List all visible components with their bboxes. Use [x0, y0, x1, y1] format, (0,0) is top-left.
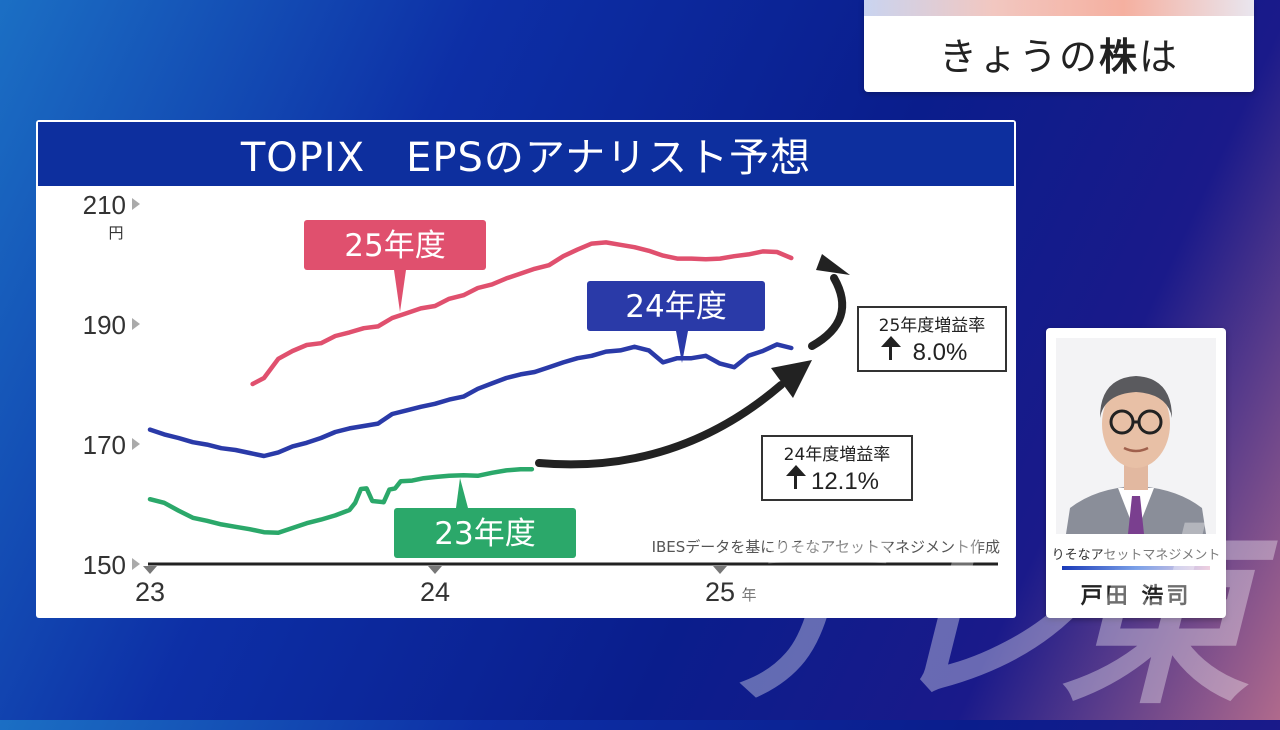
series-label-box: [587, 281, 765, 331]
x-tick-marker: [428, 566, 442, 574]
y-tick-label: 190: [83, 310, 126, 340]
program-title-suffix: は: [1139, 35, 1180, 79]
series-label-pointer: [676, 331, 688, 363]
growth-rate-box: [761, 435, 913, 501]
program-title-prefix: きょうの: [938, 35, 1099, 79]
growth-arrow-24: [535, 381, 785, 469]
chart-title: TOPIX EPSのアナリスト予想: [38, 122, 1014, 186]
series-label-box: [304, 220, 486, 270]
series-label-text: 25年度: [344, 228, 445, 264]
x-tick-label: 24: [420, 577, 450, 607]
program-title-strong: 株: [1098, 35, 1139, 79]
chart-panel: TOPIX EPSのアナリスト予想 210 190 170 150 円 23 24 25 年 25…: [36, 120, 1016, 618]
x-tick-marker: [713, 566, 727, 574]
y-tick-marker: [132, 558, 140, 570]
growth-arrow-25: [808, 274, 847, 350]
y-tick-marker: [132, 318, 140, 330]
x-tick-label: 23: [135, 577, 165, 607]
up-arrow-icon: [786, 465, 806, 489]
source-note: IBESデータを基にりそなアセットマネジメント作成: [652, 538, 1000, 556]
company-color-bar: [1062, 566, 1210, 570]
x-unit-label: 年: [741, 586, 756, 604]
y-unit-label: 円: [108, 224, 123, 242]
commentator-name: 戸田 浩司: [1080, 584, 1192, 609]
eps-line-chart: 210 190 170 150 円 23 24 25 年 25年度 24年度 23年度 25年度増益率 8…: [83, 190, 1007, 607]
y-tick-marker: [132, 438, 140, 450]
program-title: きょうの株は: [864, 26, 1254, 81]
up-arrow-icon: [881, 336, 901, 360]
y-tick-label: 170: [83, 430, 126, 460]
growth-rate-label: 25年度増益率: [879, 316, 986, 336]
person-portrait-icon: [1056, 338, 1216, 534]
series-label-box: [394, 508, 576, 558]
series-label-text: 24年度: [625, 289, 726, 325]
series-line-2: [147, 342, 794, 459]
program-header: きょうの株は: [864, 0, 1254, 92]
commentator-company: りそなアセットマネジメント: [1051, 548, 1221, 563]
series-label-pointer: [456, 478, 468, 508]
growth-arrow-head-icon: [771, 360, 812, 398]
y-tick-label: 210: [83, 190, 126, 220]
y-tick-marker: [132, 198, 140, 210]
growth-arrow-head-icon: [816, 254, 850, 275]
series-line-1: [250, 240, 794, 387]
growth-rate-label: 24年度増益率: [784, 445, 891, 465]
commentator-photo: [1056, 338, 1216, 534]
growth-rate-box: [857, 306, 1007, 372]
x-tick-marker: [143, 566, 157, 574]
y-tick-label: 150: [83, 550, 126, 580]
series-line-3: [147, 466, 535, 536]
series-label-pointer: [394, 270, 406, 312]
commentator-card: りそなアセットマネジメント 戸田 浩司: [1046, 328, 1226, 618]
growth-rate-value: 8.0%: [913, 339, 968, 366]
header-stripe: [864, 0, 1254, 16]
x-tick-label: 25: [705, 577, 735, 607]
growth-rate-value: 12.1%: [811, 468, 879, 495]
series-label-text: 23年度: [434, 516, 535, 552]
